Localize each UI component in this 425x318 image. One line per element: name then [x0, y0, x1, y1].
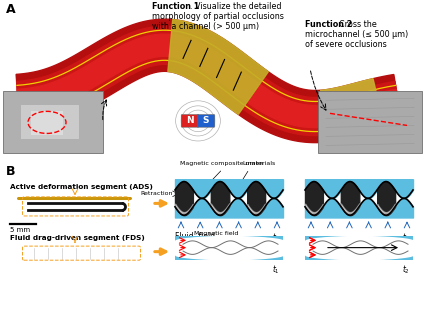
Polygon shape — [17, 34, 400, 128]
Text: Function 1: Function 1 — [152, 2, 199, 11]
Text: . Visualize the detailed: . Visualize the detailed — [190, 2, 281, 11]
Text: $t_1$: $t_1$ — [272, 264, 280, 276]
Text: microchannel (≤ 500 μm): microchannel (≤ 500 μm) — [305, 30, 408, 39]
Text: Magnetic field: Magnetic field — [194, 231, 238, 236]
Text: Advancement: Advancement — [327, 244, 375, 249]
Text: B: B — [6, 165, 15, 178]
Bar — [175, 236, 283, 260]
FancyBboxPatch shape — [181, 114, 199, 127]
Bar — [175, 179, 283, 190]
Bar — [21, 105, 79, 140]
Bar — [3, 91, 103, 154]
Polygon shape — [16, 19, 402, 142]
Text: $t_2$: $t_2$ — [402, 264, 410, 276]
Text: 5 mm: 5 mm — [10, 226, 30, 232]
FancyBboxPatch shape — [197, 114, 215, 127]
Bar — [318, 91, 422, 154]
Bar — [305, 207, 413, 218]
Text: . Cross the: . Cross the — [334, 20, 377, 29]
Bar — [305, 179, 413, 190]
Text: $t_2$: $t_2$ — [402, 232, 410, 244]
Bar — [31, 111, 63, 135]
Text: A: A — [6, 3, 16, 16]
Text: morphology of partial occlusions: morphology of partial occlusions — [152, 12, 284, 21]
Text: Fluid drag-driven segment (FDS): Fluid drag-driven segment (FDS) — [10, 235, 145, 240]
Text: of severe occlusions: of severe occlusions — [305, 40, 387, 49]
Text: Magnetic composite materials: Magnetic composite materials — [180, 161, 275, 183]
Text: $t_1$: $t_1$ — [272, 232, 280, 244]
Bar — [305, 236, 413, 260]
Text: Function 2: Function 2 — [305, 20, 352, 29]
Polygon shape — [17, 26, 401, 135]
Text: Retraction: Retraction — [141, 191, 173, 196]
Text: N: N — [186, 116, 194, 125]
Polygon shape — [321, 79, 385, 142]
Bar — [175, 207, 283, 218]
Polygon shape — [168, 19, 268, 114]
Text: Active deformation segment (ADS): Active deformation segment (ADS) — [10, 184, 153, 190]
Text: Lumen: Lumen — [240, 161, 264, 185]
Text: with a channel (> 500 μm): with a channel (> 500 μm) — [152, 22, 259, 31]
Text: S: S — [203, 116, 209, 125]
Text: Fluid  field: Fluid field — [175, 232, 215, 240]
